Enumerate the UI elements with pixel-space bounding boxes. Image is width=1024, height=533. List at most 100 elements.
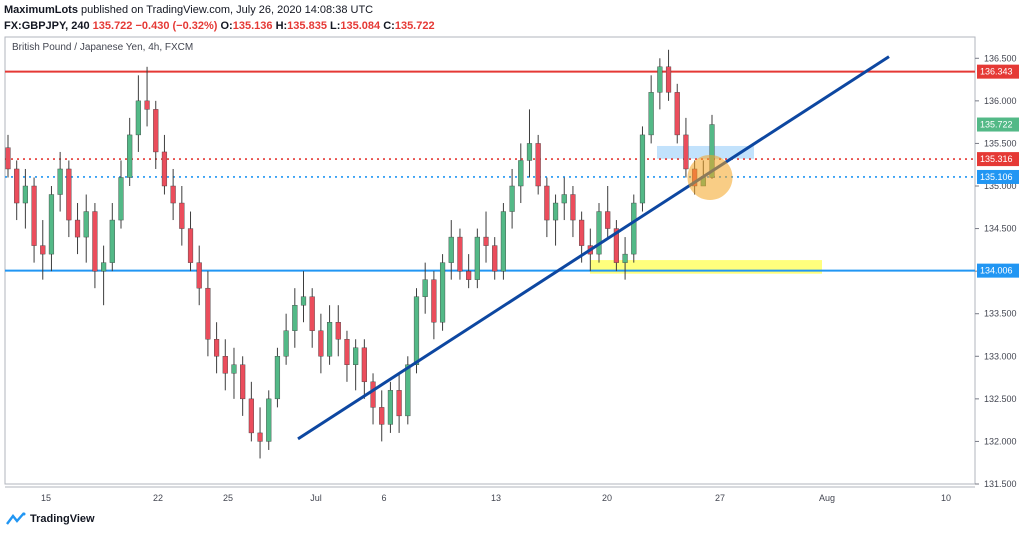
candle-body[interactable] xyxy=(657,66,663,93)
candle-body[interactable] xyxy=(570,194,576,221)
candle-body[interactable] xyxy=(518,160,524,187)
candle-body[interactable] xyxy=(170,185,176,204)
candle-body[interactable] xyxy=(483,236,489,246)
candle-body[interactable] xyxy=(361,347,367,383)
candle-body[interactable] xyxy=(318,330,324,357)
candle-body[interactable] xyxy=(179,202,185,229)
candle-body[interactable] xyxy=(396,390,402,417)
candle-body[interactable] xyxy=(639,134,646,204)
candle-body[interactable] xyxy=(492,245,498,272)
candle-body[interactable] xyxy=(274,356,281,400)
candle-body[interactable] xyxy=(552,202,559,221)
x-tick-label: Aug xyxy=(819,493,835,503)
x-tick-label: 20 xyxy=(602,493,612,503)
author-name[interactable]: MaximumLots xyxy=(4,4,78,16)
candle-body[interactable] xyxy=(22,185,28,204)
y-tick-label: 135.500 xyxy=(984,138,1017,148)
candle-body[interactable] xyxy=(92,211,98,272)
y-tick-label: 136.000 xyxy=(984,96,1017,106)
candle-body[interactable] xyxy=(622,253,628,263)
candle-body[interactable] xyxy=(5,147,11,170)
candle-body[interactable] xyxy=(187,228,194,263)
candle-body[interactable] xyxy=(631,202,637,255)
candle-body[interactable] xyxy=(387,390,394,425)
tradingview-logo-icon[interactable] xyxy=(6,512,26,526)
candle-body[interactable] xyxy=(413,296,420,365)
candle-body[interactable] xyxy=(579,219,585,246)
candle-body[interactable] xyxy=(205,287,211,340)
candle-body[interactable] xyxy=(214,339,220,357)
candle-body[interactable] xyxy=(135,100,141,136)
candle-body[interactable] xyxy=(326,322,333,357)
last-price: 135.722 xyxy=(92,20,133,32)
candle-body[interactable] xyxy=(144,100,150,110)
candle-body[interactable] xyxy=(405,364,411,417)
candle-body[interactable] xyxy=(422,279,428,297)
trendline[interactable] xyxy=(297,55,890,441)
candle-body[interactable] xyxy=(674,92,680,136)
candle-body[interactable] xyxy=(344,339,350,365)
candle-body[interactable] xyxy=(161,151,168,187)
candle-body[interactable] xyxy=(335,322,341,340)
candle-body[interactable] xyxy=(370,381,376,408)
candle-body[interactable] xyxy=(266,398,272,442)
candle-body[interactable] xyxy=(431,279,437,323)
candle-body[interactable] xyxy=(683,134,689,170)
price-chart[interactable]: British Pound / Japanese Yen, 4h, FXCM 13… xyxy=(0,34,1024,509)
candle-body[interactable] xyxy=(240,364,246,400)
candle-body[interactable] xyxy=(118,177,124,221)
retest-zone-blue xyxy=(657,145,754,159)
last-price-label: 135.722 xyxy=(980,120,1013,130)
chart-header: MaximumLots published on TradingView.com… xyxy=(4,2,435,34)
candle-body[interactable] xyxy=(648,92,654,136)
y-tick-label: 132.500 xyxy=(984,394,1017,404)
x-tick-label: 27 xyxy=(715,493,725,503)
candle-body[interactable] xyxy=(605,211,611,229)
candle-body[interactable] xyxy=(500,211,506,272)
candle-body[interactable] xyxy=(535,143,541,187)
low-label: L: xyxy=(330,20,341,32)
candle-body[interactable] xyxy=(544,185,550,221)
candle-body[interactable] xyxy=(665,66,672,93)
candle-body[interactable] xyxy=(466,270,472,280)
candle-body[interactable] xyxy=(509,185,515,212)
candle-body[interactable] xyxy=(309,296,315,331)
candle-body[interactable] xyxy=(474,236,480,280)
candle-body[interactable] xyxy=(448,236,454,263)
x-tick-label: 10 xyxy=(941,493,951,503)
candle-body[interactable] xyxy=(561,194,567,204)
publish-line: MaximumLots published on TradingView.com… xyxy=(4,2,435,18)
candle-body[interactable] xyxy=(526,143,533,161)
candle-body[interactable] xyxy=(300,296,307,306)
candle-body[interactable] xyxy=(196,262,202,289)
candle-body[interactable] xyxy=(40,245,46,255)
candle-body[interactable] xyxy=(101,262,107,272)
candle-body[interactable] xyxy=(127,134,133,178)
candle-body[interactable] xyxy=(57,168,63,195)
candle-body[interactable] xyxy=(31,185,37,246)
y-tick-label: 131.500 xyxy=(984,479,1017,489)
candle-body[interactable] xyxy=(283,330,289,357)
candle-body[interactable] xyxy=(83,211,89,238)
candle-body[interactable] xyxy=(153,109,159,153)
x-tick-label: 25 xyxy=(223,493,233,503)
candle-body[interactable] xyxy=(109,219,115,263)
candle-body[interactable] xyxy=(66,168,72,221)
candle-body[interactable] xyxy=(14,168,20,204)
candle-body[interactable] xyxy=(292,305,298,331)
candle-body[interactable] xyxy=(248,398,254,434)
candle-body[interactable] xyxy=(231,364,237,374)
candle-body[interactable] xyxy=(222,356,228,374)
last-price-badge xyxy=(977,117,1019,132)
candle-body[interactable] xyxy=(596,211,602,255)
candle-body[interactable] xyxy=(257,432,263,442)
y-tick-label: 135.000 xyxy=(984,181,1017,191)
candle-body[interactable] xyxy=(439,262,446,323)
candle-body[interactable] xyxy=(379,407,385,425)
candle-body[interactable] xyxy=(74,219,81,238)
candle-body[interactable] xyxy=(613,228,619,263)
candle-body[interactable] xyxy=(457,236,463,272)
tradingview-brand[interactable]: TradingView xyxy=(30,513,95,525)
candle-body[interactable] xyxy=(353,347,359,365)
candle-body[interactable] xyxy=(48,194,55,255)
